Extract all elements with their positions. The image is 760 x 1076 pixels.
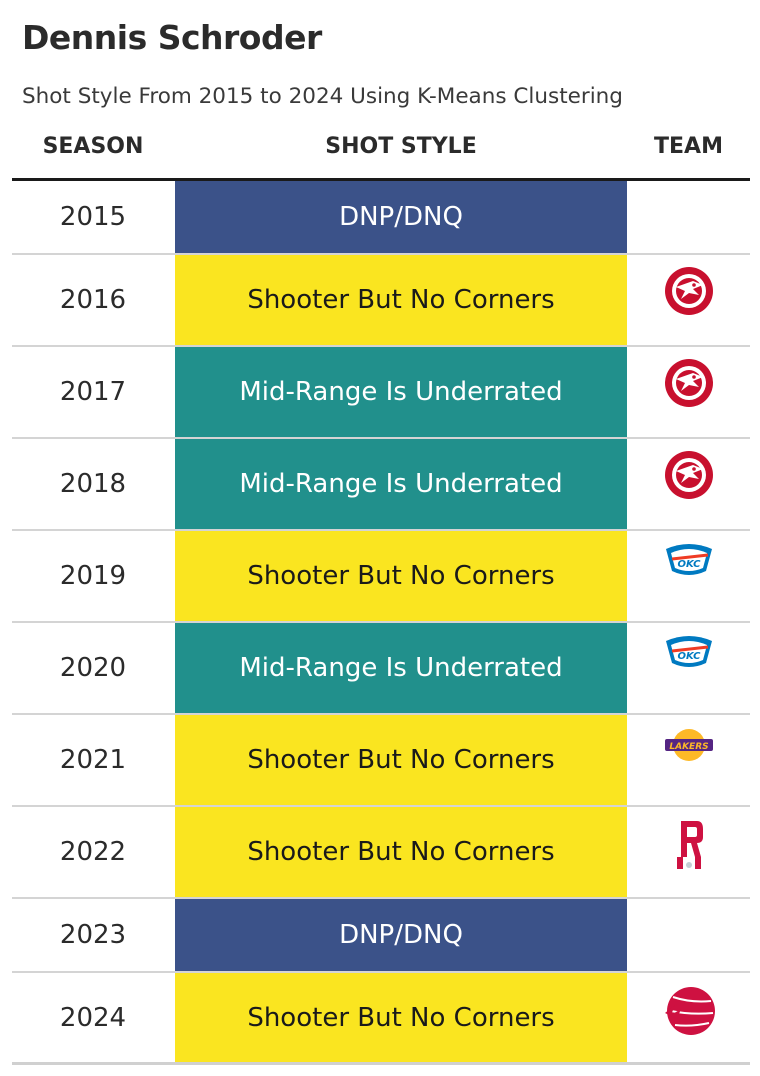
season-cell: 2022	[59, 837, 127, 867]
shot-style-cell: Mid-Range Is Underrated	[175, 623, 627, 713]
table-row: 2020 Mid-Range Is Underrated OKC	[12, 623, 750, 715]
season-cell: 2017	[59, 377, 127, 407]
table-row: 2019 Shooter But No Corners OKC	[12, 531, 750, 623]
shot-style-cell: Shooter But No Corners	[175, 715, 627, 805]
shot-style-cell: Shooter But No Corners	[175, 973, 627, 1062]
team-cell: LAKERS	[627, 715, 750, 805]
shot-style-cell: Shooter But No Corners	[175, 531, 627, 621]
table-row: 2022 Shooter But No Corners	[12, 807, 750, 899]
rockets-logo-icon	[669, 807, 709, 877]
team-cell	[627, 439, 750, 529]
svg-text:OKC: OKC	[677, 651, 701, 662]
season-cell: 2019	[59, 561, 127, 591]
season-cell: 2021	[59, 745, 127, 775]
chart-title: Dennis Schroder	[22, 18, 322, 57]
header-rule	[12, 178, 750, 181]
hawks-logo-icon	[663, 347, 715, 413]
shot-style-cell: Shooter But No Corners	[175, 255, 627, 345]
team-column-header: TEAM	[654, 134, 723, 159]
table-row: 2018 Mid-Range Is Underrated	[12, 439, 750, 531]
lakers-logo-icon: LAKERS	[663, 715, 715, 769]
season-column-header: SEASON	[42, 134, 144, 159]
svg-text:OKC: OKC	[677, 559, 701, 570]
season-cell: 2023	[59, 920, 127, 950]
hawks-logo-icon	[663, 255, 715, 321]
team-cell: OKC	[627, 623, 750, 713]
table-row: 2016 Shooter But No Corners	[12, 255, 750, 347]
table-row: 2015 DNP/DNQ	[12, 181, 750, 255]
table-row: 2023 DNP/DNQ	[12, 899, 750, 973]
chart-subtitle: Shot Style From 2015 to 2024 Using K-Mea…	[22, 84, 623, 109]
team-cell	[627, 807, 750, 897]
season-cell: 2018	[59, 469, 127, 499]
shot-style-column-header: SHOT STYLE	[325, 134, 477, 159]
season-cell: 2016	[59, 285, 127, 315]
shot-style-cell: Shooter But No Corners	[175, 807, 627, 897]
team-cell	[627, 347, 750, 437]
thunder-logo-icon: OKC	[662, 623, 716, 675]
team-cell: OKC	[627, 531, 750, 621]
team-cell	[627, 973, 750, 1062]
season-cell: 2015	[59, 202, 127, 232]
shot-style-cell: DNP/DNQ	[175, 181, 627, 253]
table-row: 2024 Shooter But No Corners	[12, 973, 750, 1065]
svg-text:LAKERS: LAKERS	[669, 742, 708, 752]
shot-style-table: 2015 DNP/DNQ 2016 Shooter But No Corners 201…	[12, 181, 750, 1065]
table-header: SEASON SHOT STYLE TEAM	[12, 134, 750, 164]
thunder-logo-icon: OKC	[662, 531, 716, 583]
shot-style-cell: Mid-Range Is Underrated	[175, 439, 627, 529]
shot-style-cell: DNP/DNQ	[175, 899, 627, 971]
table-row: 2021 Shooter But No Corners LAKERS	[12, 715, 750, 807]
team-cell	[627, 899, 750, 971]
table-row: 2017 Mid-Range Is Underrated	[12, 347, 750, 439]
hawks-logo-icon	[663, 439, 715, 505]
raptors-logo-icon	[661, 973, 717, 1043]
team-cell	[627, 255, 750, 345]
season-cell: 2024	[59, 1002, 127, 1033]
shot-style-cell: Mid-Range Is Underrated	[175, 347, 627, 437]
team-cell	[627, 181, 750, 253]
season-cell: 2020	[59, 653, 127, 683]
